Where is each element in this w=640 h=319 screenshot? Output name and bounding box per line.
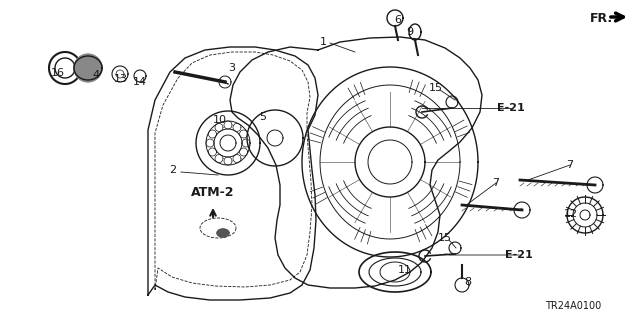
Text: 1: 1 [319, 37, 326, 47]
Ellipse shape [217, 229, 229, 237]
Text: TR24A0100: TR24A0100 [545, 301, 601, 311]
Text: 9: 9 [406, 27, 413, 37]
Text: 2: 2 [170, 165, 177, 175]
Text: ATM-2: ATM-2 [191, 186, 235, 198]
Text: 4: 4 [92, 70, 100, 80]
Text: 15: 15 [429, 83, 443, 93]
Text: 7: 7 [566, 160, 573, 170]
Text: 8: 8 [465, 277, 472, 287]
Text: E-21: E-21 [497, 103, 525, 113]
Text: 12: 12 [564, 209, 578, 219]
Text: 13: 13 [114, 74, 128, 84]
Text: 11: 11 [398, 265, 412, 275]
Text: 15: 15 [438, 233, 452, 243]
Text: 6: 6 [394, 15, 401, 25]
Text: 10: 10 [213, 115, 227, 125]
Text: 7: 7 [492, 178, 500, 188]
Circle shape [74, 54, 102, 82]
Text: 3: 3 [228, 63, 236, 73]
Text: FR.: FR. [589, 11, 612, 25]
Text: 16: 16 [51, 68, 65, 78]
Text: E-21: E-21 [505, 250, 533, 260]
Text: 14: 14 [133, 77, 147, 87]
Text: 5: 5 [259, 112, 266, 122]
